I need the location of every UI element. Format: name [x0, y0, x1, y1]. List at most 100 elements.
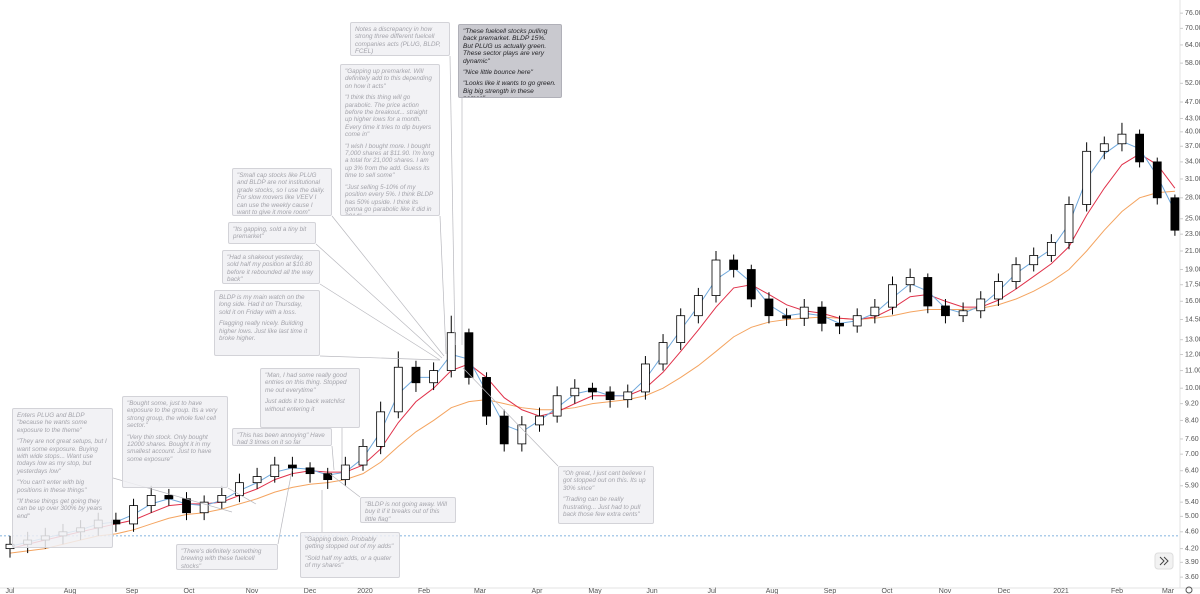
x-tick-label: Oct [882, 588, 893, 594]
candle-body [199, 501, 209, 514]
annotation: "Man, I had some really good entries on … [260, 368, 360, 428]
candle-body [535, 415, 544, 426]
y-tick-label: 8.40 [1185, 417, 1199, 424]
candle-body [641, 363, 650, 393]
y-tick-label: 16.00 [1185, 298, 1200, 305]
annotation-text: BLDP is my main watch on the long side. … [219, 294, 305, 316]
annotation-pointer [277, 469, 293, 545]
y-tick-label: 3.60 [1185, 574, 1199, 581]
candle-body [376, 411, 386, 447]
x-tick-label: Feb [418, 588, 430, 594]
candle-body [1029, 255, 1039, 266]
y-tick-label: 12.00 [1185, 351, 1200, 358]
y-tick-label: 23.00 [1185, 231, 1200, 238]
y-tick-label: 10.00 [1185, 385, 1200, 392]
annotation-pointer [449, 55, 456, 346]
candle-body [817, 306, 827, 324]
candle-body [270, 464, 280, 478]
candle-body [711, 259, 721, 296]
x-tick-label: Sep [824, 588, 837, 594]
candle-body [870, 306, 880, 317]
annotation-text: Flagging really nicely. Building higher … [219, 320, 308, 343]
annotation-text: "Oh great, I just cant believe I got sto… [563, 470, 646, 492]
x-tick-label: Oct [184, 588, 195, 594]
scroll-icon[interactable] [1159, 556, 1169, 566]
annotation-pointer [331, 215, 445, 357]
candle-body [217, 495, 227, 503]
x-tick-label: Mar [1162, 588, 1175, 594]
x-tick-label: Jul [6, 588, 15, 594]
annotation: Notes a discrepancy in how strong three … [350, 22, 450, 56]
candle-body [729, 259, 739, 270]
candle-body [287, 464, 297, 469]
y-tick-label: 11.00 [1185, 367, 1200, 374]
candle-body [146, 495, 156, 507]
x-tick-label: Dec [304, 588, 317, 594]
candle-body [994, 281, 1003, 300]
x-tick-label: 2020 [357, 588, 373, 594]
candle-body [676, 315, 686, 343]
annotation-text: "I think this thing will go parabolic. T… [345, 94, 432, 139]
annotation-text: "Just selling 5-10% of my position every… [345, 183, 433, 215]
candle-body [1082, 150, 1092, 205]
annotation: "BLDP is not going away. Will buy it if … [360, 497, 456, 523]
annotation-text: "If these things get going they can be u… [17, 498, 103, 520]
y-tick-label: 14.50 [1185, 316, 1200, 323]
annotation-text: "Gapping down. Probably getting stopped … [305, 536, 394, 551]
settings-icon[interactable] [1185, 586, 1193, 594]
annotation-text: "BLDP is not going away. Will buy it if … [365, 501, 447, 523]
candle-body [1011, 264, 1021, 282]
annotation-text: Notes a discrepancy in how strong three … [355, 26, 441, 56]
annotation-pointer [319, 355, 441, 361]
candle-body [464, 332, 474, 378]
annotation: "These fuelcell stocks pulling back prem… [458, 24, 562, 98]
candle-body [1152, 161, 1162, 199]
y-tick-label: 13.00 [1185, 337, 1200, 344]
candle-body [252, 476, 262, 484]
y-tick-label: 4.60 [1185, 529, 1199, 536]
candle-body [1117, 133, 1127, 145]
annotation-pointer [331, 445, 335, 471]
y-tick-label: 17.50 [1185, 282, 1200, 289]
candle-body [764, 298, 774, 317]
annotation-pointer [439, 215, 447, 355]
annotation-text: "This has been annoying" Have had 3 time… [237, 432, 325, 446]
candles [5, 122, 1180, 558]
annotation-text: Just adds it to back watchlist without e… [265, 398, 345, 413]
candle-body [1064, 204, 1074, 243]
y-tick-label: 43.00 [1185, 115, 1200, 122]
y-tick-label: 52.00 [1185, 80, 1200, 87]
x-tick-label: Mar [474, 588, 487, 594]
x-tick-label: May [588, 588, 602, 594]
y-tick-label: 64.00 [1185, 42, 1200, 49]
y-tick-label: 6.40 [1185, 468, 1199, 475]
candle-body [446, 332, 456, 371]
candle-body [111, 519, 121, 525]
annotation-text: "Small cap stocks like PLUG and BLDP are… [237, 172, 325, 216]
x-tick-label: Apr [532, 588, 544, 594]
candle-body [605, 391, 615, 401]
y-tick-label: 40.00 [1185, 129, 1200, 136]
y-tick-label: 34.00 [1185, 159, 1200, 166]
annotation: "There's definitely something brewing wi… [176, 544, 278, 570]
y-tick-label: 47.00 [1185, 99, 1200, 106]
scroll-button[interactable] [1154, 552, 1174, 570]
y-tick-label: 9.20 [1185, 400, 1199, 407]
annotation-text: "These fuelcell stocks pulling back prem… [463, 28, 548, 65]
candle-body [411, 366, 421, 384]
x-tick-label: Nov [246, 588, 259, 594]
candle-body [799, 306, 809, 319]
candle-body [1135, 133, 1144, 163]
candle-body [517, 424, 527, 445]
x-tick-label: Aug [766, 588, 779, 594]
annotation-pointers [112, 55, 559, 545]
annotation-text: Enters PLUG and BLDP "because he wants s… [17, 412, 88, 434]
annotation-text: "Sold half my adds, or a quater of my sh… [305, 554, 392, 570]
candle-body [429, 370, 439, 384]
candle-body [482, 377, 491, 417]
annotation: "Gapping down. Probably getting stopped … [300, 532, 400, 578]
annotation-pointer [462, 367, 559, 467]
x-tick-label: Nov [939, 588, 952, 594]
annotation-text: "There's definitely something brewing wi… [181, 548, 262, 570]
